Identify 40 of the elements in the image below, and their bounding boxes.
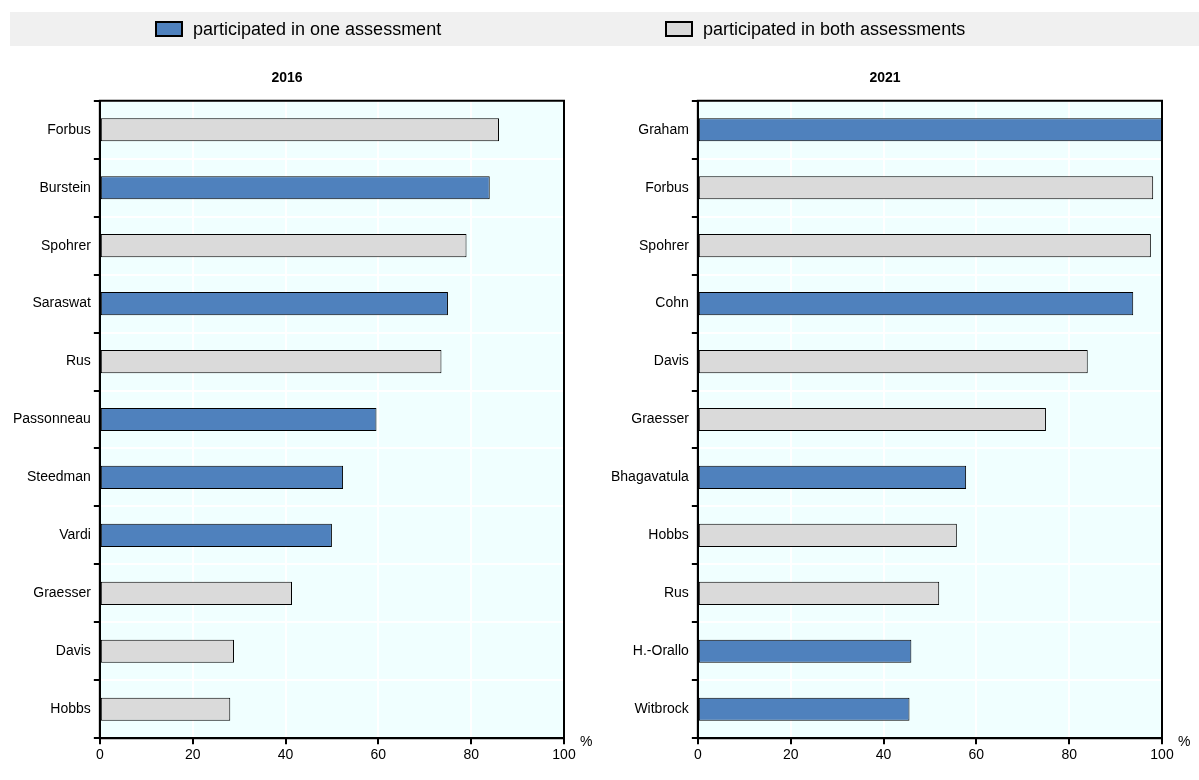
y-tick-label: Hobbs	[50, 700, 91, 717]
y-tick-label: Forbus	[645, 178, 689, 195]
x-tick-label: 0	[693, 746, 702, 763]
y-tick-label: Vardi	[59, 526, 91, 543]
y-tick-label: Spohrer	[41, 236, 92, 253]
y-tick-label: Davis	[55, 642, 91, 659]
chart-title: 2016	[271, 69, 303, 86]
x-tick-label: 100	[552, 746, 576, 763]
y-tick-label: Saraswat	[32, 294, 91, 311]
x-tick-label: 60	[968, 746, 985, 763]
y-tick-label: Rus	[663, 584, 689, 601]
y-tick-label: Davis	[653, 352, 689, 369]
x-tick-label: 20	[782, 746, 799, 763]
y-tick-label: Graham	[638, 120, 689, 137]
x-tick-label: 80	[1061, 746, 1078, 763]
y-tick-label: Graesser	[631, 410, 690, 427]
legend-label: participated in both assessments	[703, 18, 966, 40]
x-tick-label: 20	[184, 746, 201, 763]
x-tick-label: 80	[463, 746, 480, 763]
y-tick-label: Bhagavatula	[611, 468, 690, 485]
y-tick-label: H.-Orallo	[632, 642, 690, 659]
x-tick-label: 0	[95, 746, 104, 763]
y-tick-label: Spohrer	[639, 236, 690, 253]
y-tick-label: Steedman	[27, 468, 91, 485]
chart-title: 2021	[869, 69, 901, 86]
y-tick-label: Witbrock	[634, 700, 690, 717]
y-tick-label: Rus	[65, 352, 91, 369]
y-tick-label: Forbus	[47, 120, 91, 137]
x-axis-title: %	[1178, 733, 1191, 750]
legend-label: participated in one assessment	[193, 18, 442, 40]
y-tick-label: Hobbs	[648, 526, 689, 543]
x-axis-title: %	[580, 733, 593, 750]
y-tick-label: Cohn	[655, 294, 689, 311]
x-tick-label: 40	[875, 746, 892, 763]
x-tick-label: 100	[1150, 746, 1174, 763]
x-tick-label: 40	[277, 746, 294, 763]
x-tick-label: 60	[370, 746, 387, 763]
y-tick-label: Burstein	[39, 178, 91, 195]
y-tick-label: Graesser	[33, 584, 92, 601]
y-tick-label: Passonneau	[13, 410, 91, 427]
